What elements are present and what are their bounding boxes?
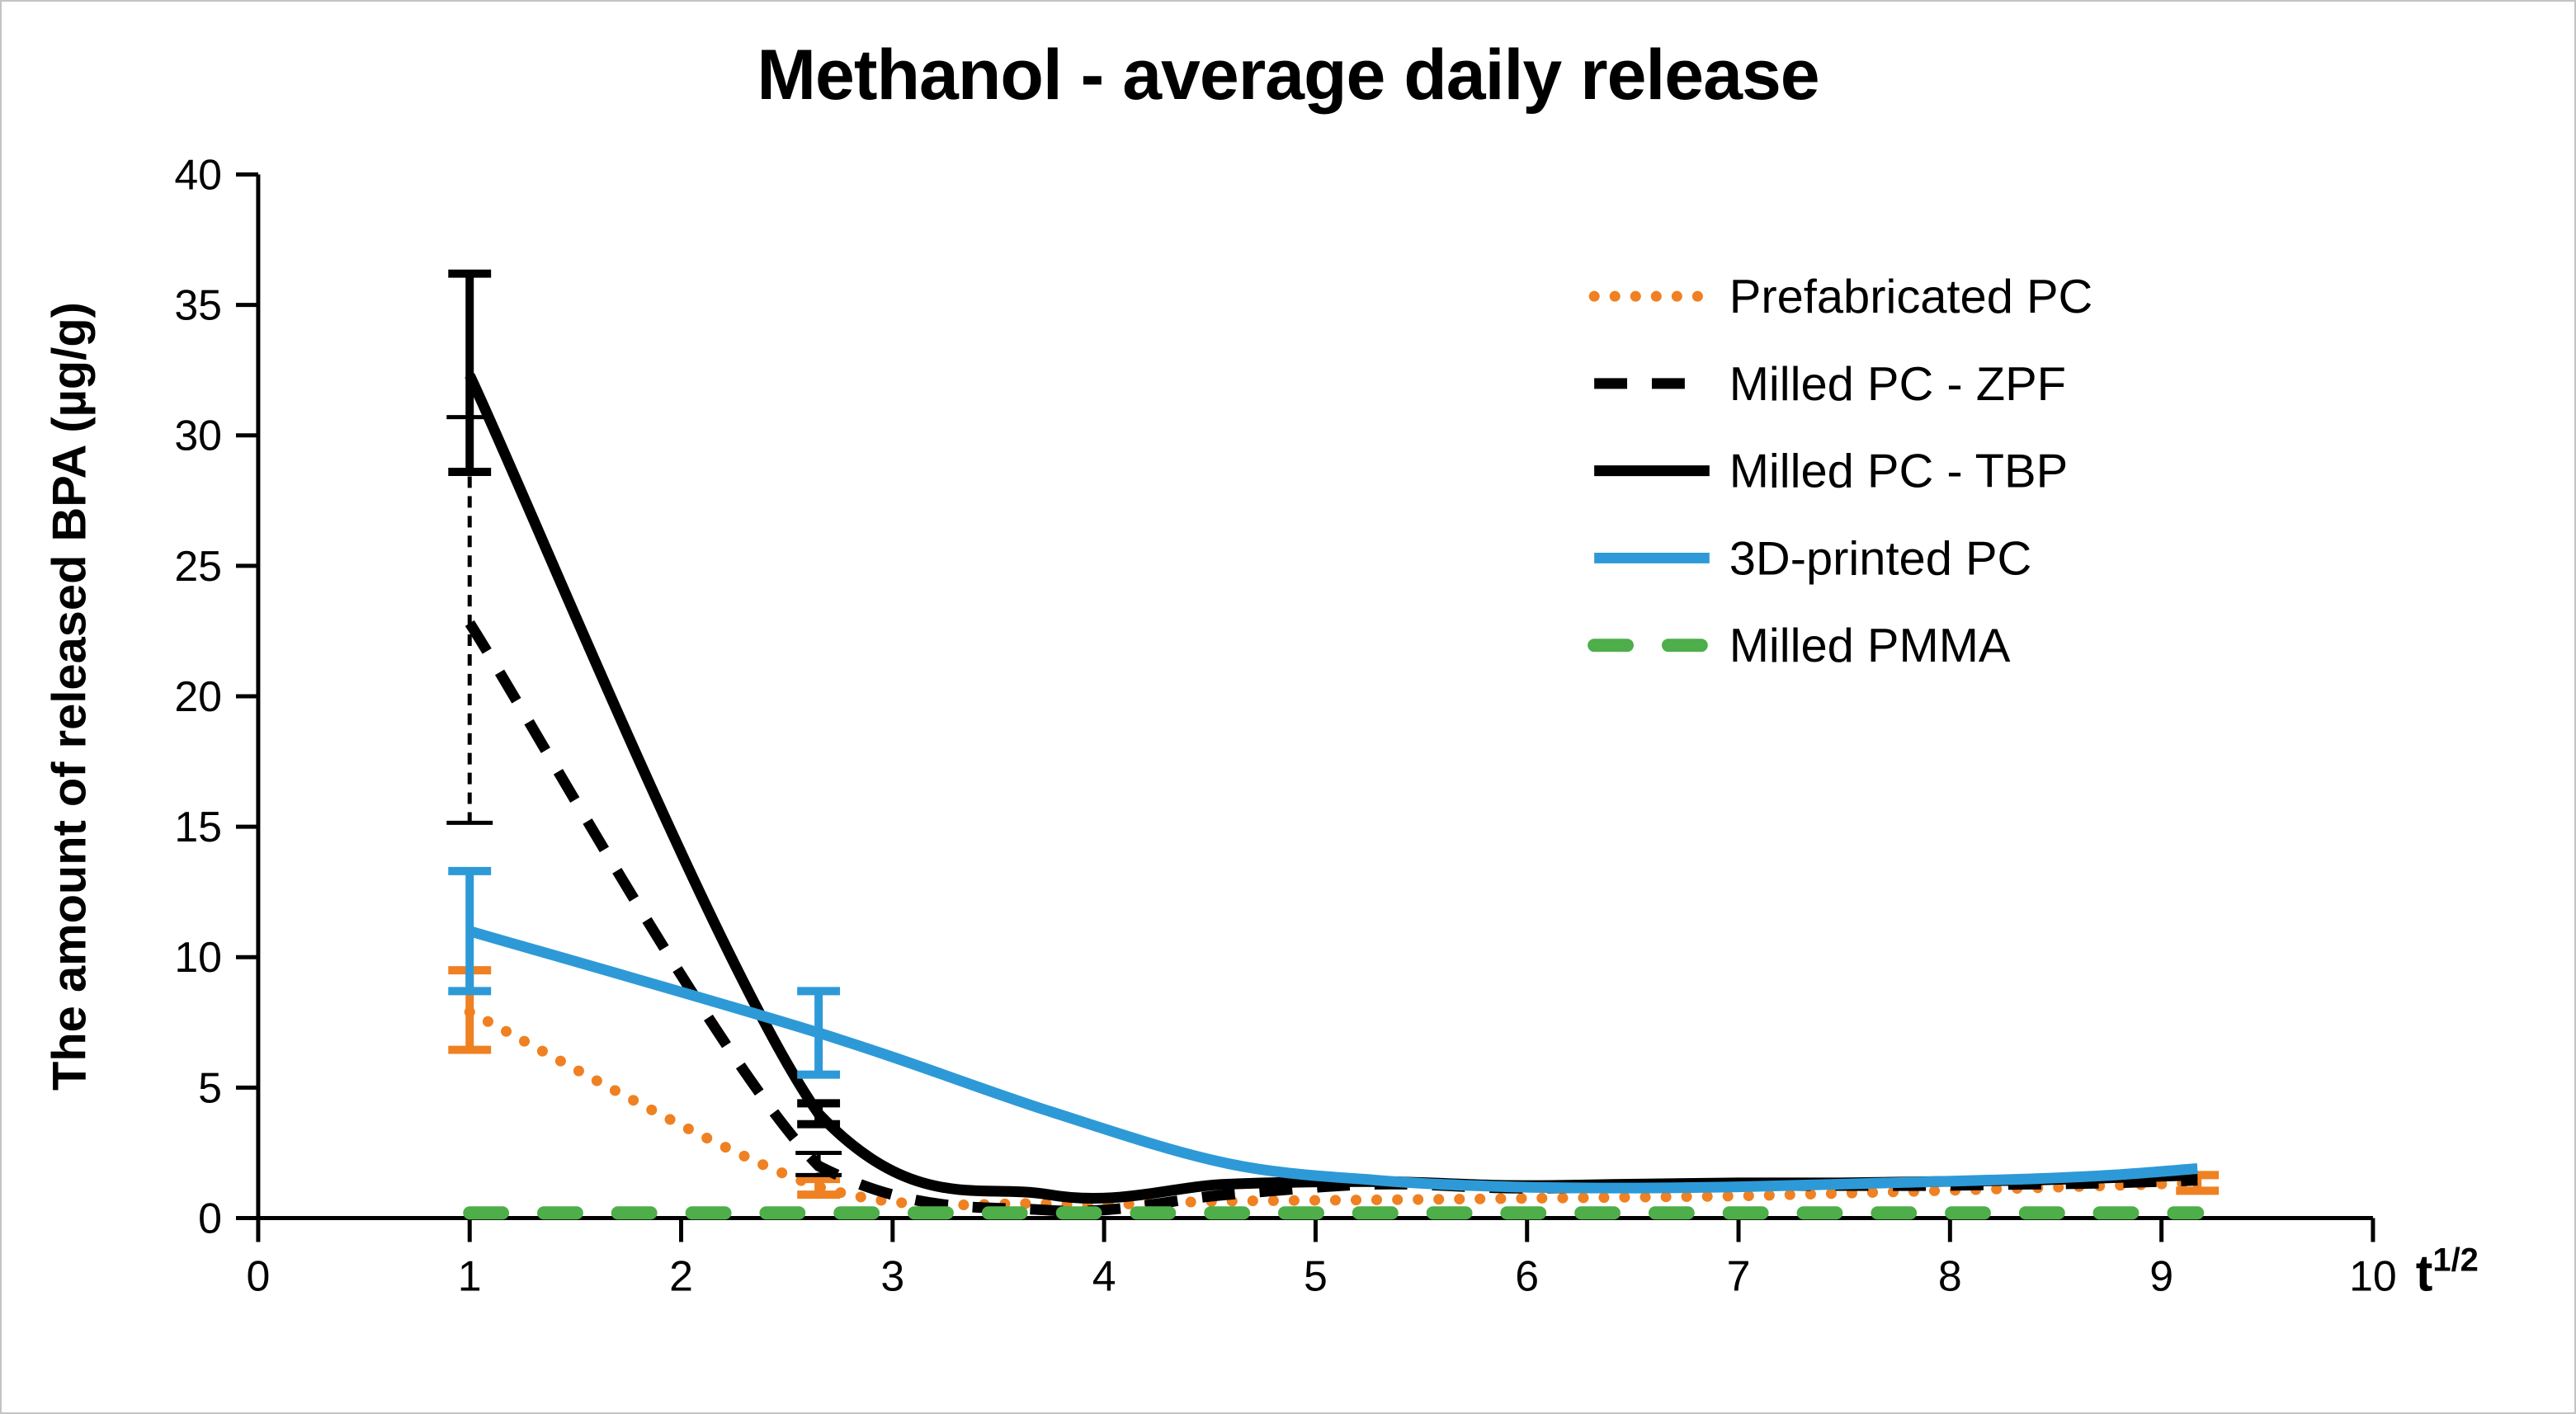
x-tick-label: 2 xyxy=(669,1251,693,1299)
series-line-milled-pc-tbp xyxy=(465,373,2198,1204)
axis-line xyxy=(256,174,2373,1221)
x-tick-label: 1 xyxy=(458,1251,482,1299)
axes: 0 5 10 15 20 25 30 35 40 0 1 2 3 4 5 6 7 8 9 10 t1/2 The amou… xyxy=(43,150,2478,1302)
legend-item-milled-pc-tbp: Milled PC - TBP xyxy=(1594,445,2068,498)
y-tick-label: 15 xyxy=(174,803,222,851)
legend-item-label: Milled PC - ZPF xyxy=(1729,358,2066,411)
legend-item-label: Milled PC - TBP xyxy=(1729,445,2068,498)
chart-title: Methanol - average daily release xyxy=(757,35,1819,115)
x-tick-label: 6 xyxy=(1515,1251,1539,1299)
legend-item-label: Milled PMMA xyxy=(1729,620,2011,672)
legend-item-label: Prefabricated PC xyxy=(1729,271,2093,323)
x-tick-label: 3 xyxy=(880,1251,904,1299)
x-tick-label: 10 xyxy=(2349,1251,2397,1299)
x-tick-label: 7 xyxy=(1727,1251,1751,1299)
y-tick-label: 25 xyxy=(174,542,222,590)
y-tick-label: 20 xyxy=(174,672,222,720)
y-tick-label: 5 xyxy=(198,1063,222,1111)
x-tick-label: 9 xyxy=(2149,1251,2173,1299)
legend: Prefabricated PC Milled PC - ZPF Milled PC… xyxy=(1588,271,2093,672)
error-bar-milled-pc-zpf xyxy=(446,415,493,825)
legend-item-3d-printed-pc: 3D-printed PC xyxy=(1594,532,2031,585)
x-tick-label: 8 xyxy=(1938,1251,1962,1299)
y-tick-label: 40 xyxy=(174,150,222,198)
legend-item-label: 3D-printed PC xyxy=(1729,532,2032,585)
series-milled-pc-tbp xyxy=(448,269,2198,1204)
y-tick-label: 30 xyxy=(174,412,222,460)
y-axis-label: The amount of released BPA (µg/g) xyxy=(43,302,96,1091)
series-line-milled-pc-zpf xyxy=(465,620,2198,1217)
y-tick-label: 0 xyxy=(198,1195,222,1242)
legend-item-milled-pmma: Milled PMMA xyxy=(1588,620,2011,672)
x-tick-label: 5 xyxy=(1304,1251,1328,1299)
series-line-3d-printed-pc xyxy=(468,926,2198,1194)
x-tick-label: 0 xyxy=(246,1251,270,1299)
legend-item-prefabricated-pc: Prefabricated PC xyxy=(1588,271,2093,323)
x-tick-label: 4 xyxy=(1092,1251,1116,1299)
y-tick-label: 10 xyxy=(174,933,222,981)
error-bar-milled-pc-tbp xyxy=(448,269,492,477)
series-3d-printed-pc xyxy=(448,866,2198,1194)
series-line-prefabricated-pc xyxy=(464,1006,2203,1211)
y-tick-label: 35 xyxy=(174,281,222,329)
legend-item-milled-pc-zpf: Milled PC - ZPF xyxy=(1594,358,2066,411)
x-axis-unit-label: t1/2 xyxy=(2416,1242,2479,1302)
